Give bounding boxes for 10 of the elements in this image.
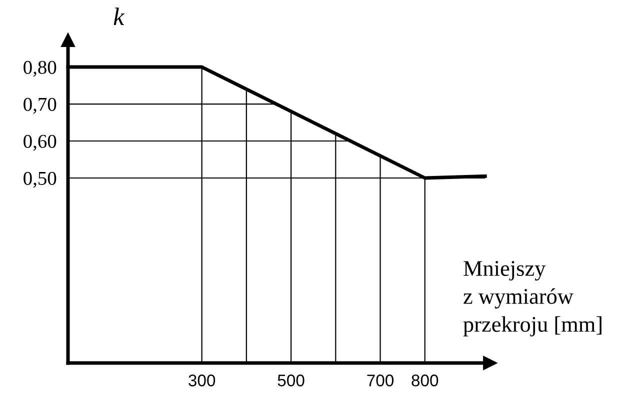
y-tick-label: 0,80 <box>24 60 56 77</box>
x-tick-label: 500 <box>278 374 304 386</box>
x-tick-label: 700 <box>367 374 394 386</box>
x-tick-label: 300 <box>188 374 216 386</box>
y-axis-title: k <box>114 8 125 25</box>
y-tick-label: 0,70 <box>24 98 56 114</box>
y-tick-label: 0,60 <box>24 134 56 151</box>
x-tick-label: 800 <box>412 374 438 386</box>
y-tick-label: 0,50 <box>24 172 56 188</box>
x-axis-title: Mniejszy z wymiarów przekroju [mm] <box>463 261 602 336</box>
